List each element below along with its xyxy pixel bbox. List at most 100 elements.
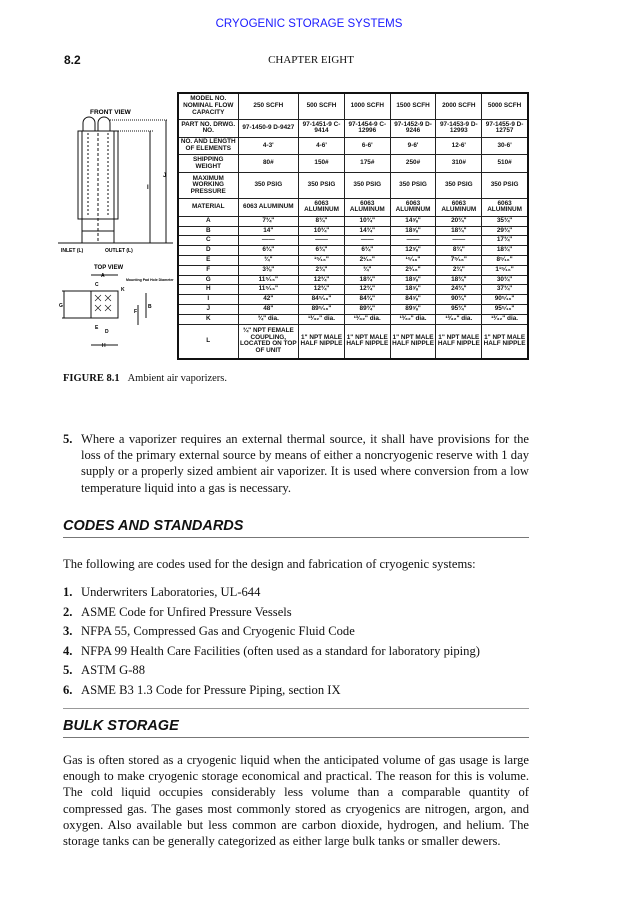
table-cell: ¹³⁄₃₂" dia. — [481, 313, 529, 325]
item-text: Underwriters Laboratories, UL-644 — [81, 585, 261, 599]
table-cell: —— — [389, 235, 437, 247]
row-label: J — [177, 304, 239, 315]
row-label: MAXIMUM WORKING PRESSURE — [177, 172, 239, 200]
table-cell: 89¾" — [343, 304, 391, 315]
table-row: L ¾" NPT FEMALE COUPLING, LOCATED ON TOP … — [177, 323, 529, 360]
table-row: D 6¾" 6¾" 6¾" 12⅝" 8¾" 18¾" — [177, 245, 529, 257]
table-cell: 90⁵⁄₁₆" — [481, 294, 529, 305]
section-heading-bulk-storage: BULK STORAGE — [63, 718, 529, 738]
table-cell: 1" NPT MALE HALF NIPPLE — [481, 323, 529, 360]
section-heading-codes: CODES AND STANDARDS — [63, 518, 529, 538]
table-cell: 10¾" — [298, 225, 345, 237]
table-cell: 10¾" — [343, 215, 391, 227]
row-label: F — [177, 264, 239, 276]
table-cell: 350 PSIG — [298, 172, 345, 200]
dimension-d-label: D — [105, 329, 109, 335]
table-cell: 250 SCFH — [237, 92, 300, 121]
item-text: NFPA 99 Health Care Facilities (often us… — [81, 643, 480, 658]
table-cell: ¾" — [343, 264, 391, 276]
table-row: J 48" 89⁵⁄₁₆" 89¾" 89⅝" 95¾" 95⁵⁄₁₆" — [177, 304, 529, 315]
table-cell: ¹³⁄₃₂" dia. — [343, 313, 391, 325]
table-cell: 35¾" — [481, 215, 529, 227]
table-cell: 2³⁄₁₆" — [389, 264, 437, 276]
table-cell: 97-1453-9 D-12993 — [435, 119, 483, 138]
table-cell: 350 PSIG — [435, 172, 483, 200]
item-number: 6. — [63, 682, 73, 697]
divider — [63, 708, 529, 709]
table-row: K ¾" dia. ¹³⁄₃₂" dia. ¹³⁄₃₂" dia. ¹³⁄₃₂" dia… — [177, 313, 529, 325]
table-cell: 97-1452-9 D-9246 — [389, 119, 437, 138]
table-row: B 14" 10¾" 14¾" 18⅝" 18¾" 29¾" — [177, 225, 529, 237]
row-label: D — [177, 245, 239, 257]
table-cell: 6¾" — [298, 245, 345, 257]
dimension-j-label: J — [163, 173, 166, 179]
dimension-f-label: F — [134, 309, 137, 315]
table-cell: 89⁵⁄₁₆" — [298, 304, 345, 315]
item-number: 5. — [63, 663, 73, 678]
table-cell: 6063 ALUMINUM — [343, 198, 391, 217]
table-cell: 1" NPT MALE HALF NIPPLE — [389, 323, 437, 360]
code-list-item: 2. ASME Code for Unfired Pressure Vessels — [63, 604, 480, 624]
table-cell: ¹³⁄₃₂" dia. — [435, 313, 483, 325]
table-cell: 350 PSIG — [481, 172, 529, 200]
table-row: G 11⁵⁄₁₆" 12¾" 18¾" 18⅝" 18¾" 30¾" — [177, 274, 529, 286]
table-cell: 350 PSIG — [343, 172, 391, 200]
row-label: G — [177, 274, 239, 286]
table-cell: 2¹⁄₁₆" — [343, 255, 391, 266]
row-label: L — [177, 323, 239, 360]
mounting-pad-label: Mounting Pad Hole Diameter — [126, 278, 174, 282]
table-cell: 150# — [298, 154, 345, 174]
code-list-item: 5. ASTM G-88 — [63, 662, 480, 682]
table-cell: ¹⁵⁄₁₆" — [389, 255, 437, 266]
table-row: SHIPPING WEIGHT 80# 150# 175# 250# 310# 510# — [177, 154, 529, 174]
table-cell: 2000 SCFH — [435, 92, 483, 121]
figure-number: FIGURE 8.1 — [63, 373, 120, 384]
table-cell: 18⅝" — [389, 274, 437, 286]
item-number: 5. — [63, 432, 73, 446]
dimension-b-label: B — [148, 304, 152, 310]
code-list-item: 4. NFPA 99 Health Care Facilities (often … — [63, 643, 480, 663]
table-cell: 8¾" — [298, 215, 345, 227]
dimension-c-label: C — [95, 282, 99, 288]
list-item-5: 5. Where a vaporizer requires an external… — [63, 431, 529, 496]
table-cell: 1" NPT MALE HALF NIPPLE — [343, 323, 391, 360]
table-cell: 12⅝" — [389, 245, 437, 257]
table-cell: 1" NPT MALE HALF NIPPLE — [435, 323, 483, 360]
table-cell: 7¾" — [237, 215, 300, 227]
table-cell: 97-1454-9 C-12996 — [343, 119, 391, 138]
table-cell: 84⁵⁄₁₆" — [298, 294, 345, 305]
row-label: A — [177, 215, 239, 227]
table-cell: 310# — [435, 154, 483, 174]
table-cell: 97-1450-9 D-9427 — [237, 119, 300, 138]
table-cell: 6063 ALUMINUM — [237, 198, 300, 217]
table-cell: 12¾" — [298, 274, 345, 286]
table-cell: 42" — [237, 294, 300, 305]
table-cell: 18¾" — [435, 225, 483, 237]
table-cell: 89⅝" — [389, 304, 437, 315]
table-cell: 175# — [343, 154, 391, 174]
dimension-a-label: A — [101, 273, 105, 279]
item-text: ASTM G-88 — [81, 663, 146, 678]
table-cell: —— — [343, 235, 391, 247]
item-text: Where a vaporizer requires an external t… — [81, 432, 529, 495]
chapter-title: CHAPTER EIGHT — [268, 54, 354, 66]
row-label: I — [177, 294, 239, 305]
table-cell: 18¾" — [343, 274, 391, 286]
table-cell: 2¾" — [435, 264, 483, 276]
table-cell: 350 PSIG — [237, 172, 300, 200]
table-cell: ¾" — [237, 255, 300, 266]
table-cell: 5000 SCFH — [481, 92, 529, 121]
table-cell: 97-1455-9 D-12757 — [481, 119, 529, 138]
table-cell: 12¾" — [343, 284, 391, 296]
table-row: MODEL NO. NOMINAL FLOW CAPACITY 250 SCFH 5… — [177, 92, 529, 121]
top-view-drawing — [62, 274, 147, 346]
table-cell: 1000 SCFH — [343, 92, 391, 121]
table-cell: 1¹⁵⁄₁₆" — [481, 264, 529, 276]
table-cell: 7⁵⁄₁₆" — [435, 255, 483, 266]
row-label: PART NO. DRWG. NO. — [177, 119, 239, 138]
table-cell: 510# — [481, 154, 529, 174]
table-row: PART NO. DRWG. NO. 97-1450-9 D-9427 97-145… — [177, 119, 529, 138]
outlet-label: OUTLET (L) — [105, 248, 133, 254]
figure-caption: FIGURE 8.1 Ambient air vaporizers. — [63, 373, 227, 384]
table-cell: 2¾" — [298, 264, 345, 276]
